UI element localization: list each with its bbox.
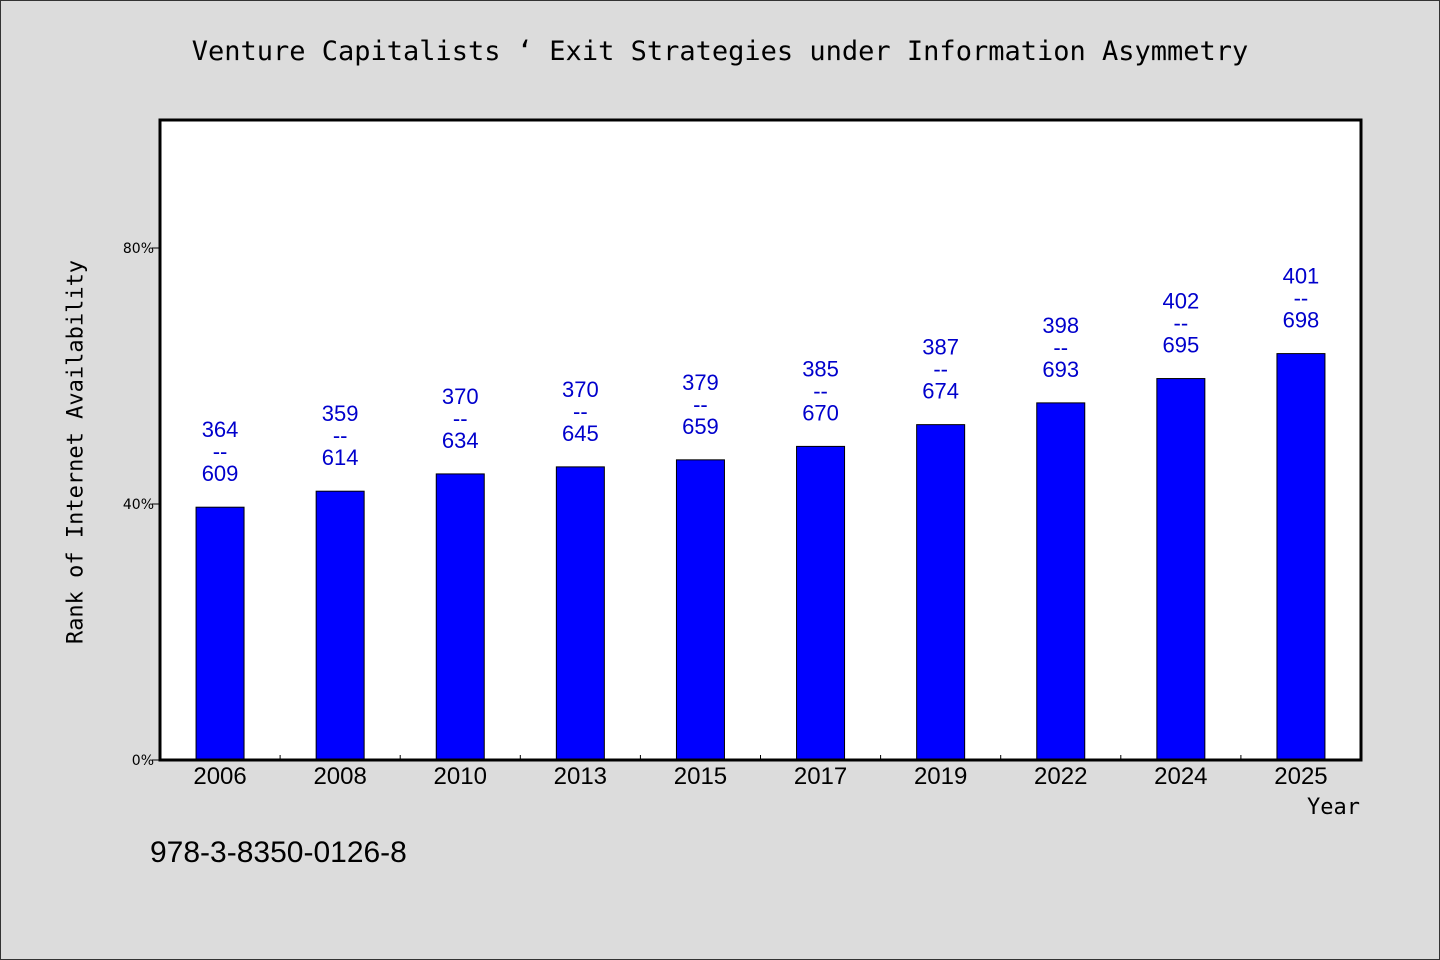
bar-label-separator: --	[213, 439, 228, 464]
bar-label-separator: --	[693, 392, 708, 417]
bar-label-separator: --	[333, 423, 348, 448]
bar	[1276, 353, 1326, 761]
bar-label-bottom: 659	[682, 414, 719, 439]
bar-label-separator: --	[573, 399, 588, 424]
bar-label-top: 359	[322, 401, 359, 426]
bar-label-bottom: 698	[1283, 308, 1320, 333]
bar	[315, 490, 365, 761]
bar-label-bottom: 695	[1162, 333, 1199, 358]
chart-title: Venture Capitalists ‘ Exit Strategies un…	[191, 36, 1249, 67]
bar-label-separator: --	[1174, 311, 1189, 336]
bar-label-top: 370	[442, 384, 479, 409]
bar	[555, 466, 605, 761]
x-tick-label: 2022	[1034, 763, 1087, 790]
bar-label-top: 379	[682, 370, 719, 395]
bar-label-bottom: 609	[202, 461, 239, 486]
x-axis-label: Year	[1307, 795, 1360, 820]
bar-label-separator: --	[1294, 286, 1309, 311]
x-tick-label: 2025	[1274, 763, 1327, 790]
bar-label-bottom: 693	[1042, 357, 1079, 382]
y-tick-label: 40%	[123, 497, 154, 513]
x-tick-label: 2015	[674, 763, 727, 790]
bar	[1156, 378, 1206, 761]
bar-label-top: 387	[922, 335, 959, 360]
y-tick-label: 0%	[132, 753, 154, 769]
bar-label-separator: --	[813, 378, 828, 403]
isbn-text: 978-3-8350-0126-8	[150, 836, 407, 869]
bar-label-bottom: 634	[442, 428, 479, 453]
plot-border	[158, 118, 1363, 762]
x-tick-label: 2017	[794, 763, 847, 790]
bar	[435, 473, 485, 761]
bar-label-bottom: 670	[802, 400, 839, 425]
bar-label-top: 398	[1042, 313, 1079, 338]
bar-label-top: 364	[202, 417, 239, 442]
bar	[796, 445, 846, 761]
bar-label-bottom: 645	[562, 421, 599, 446]
bar-label-separator: --	[933, 357, 948, 382]
bar-label-top: 401	[1283, 264, 1320, 289]
x-tick-label: 2008	[313, 763, 366, 790]
bar-label-top: 402	[1162, 289, 1199, 314]
bar-label-top: 370	[562, 377, 599, 402]
y-tick-label: 80%	[123, 241, 154, 257]
x-tick-label: 2019	[914, 763, 967, 790]
x-tick-label: 2010	[434, 763, 487, 790]
x-tick-label: 2013	[554, 763, 607, 790]
bar	[675, 459, 725, 761]
bar-label-separator: --	[1053, 335, 1068, 360]
bar	[195, 506, 245, 761]
bar-label-bottom: 614	[322, 445, 359, 470]
bar	[916, 424, 966, 761]
x-tick-label: 2024	[1154, 763, 1207, 790]
bar-label-separator: --	[453, 406, 468, 431]
bar-label-top: 385	[802, 356, 839, 381]
bar	[1036, 402, 1086, 761]
bar-label-bottom: 674	[922, 379, 959, 404]
x-tick-label: 2006	[193, 763, 246, 790]
